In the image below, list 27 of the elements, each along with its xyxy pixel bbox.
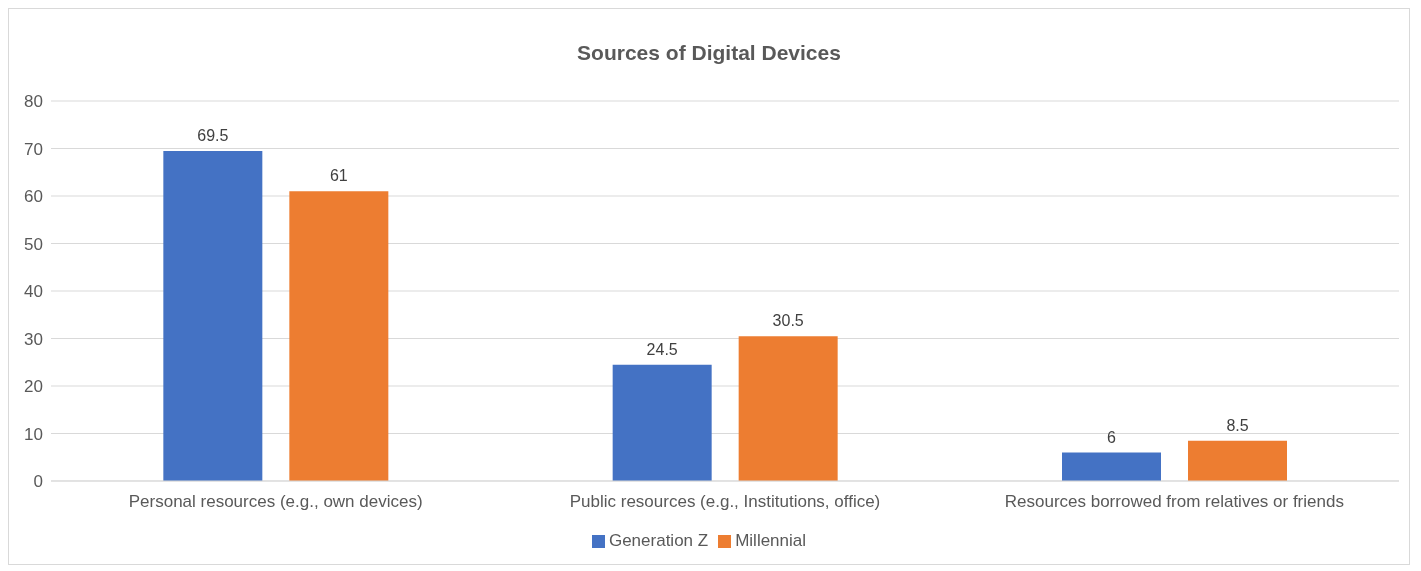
data-label: 61 bbox=[329, 167, 348, 185]
y-tick-label: 70 bbox=[24, 139, 43, 159]
y-tick-label: 10 bbox=[24, 424, 43, 444]
y-tick-label: 50 bbox=[24, 234, 43, 254]
bar bbox=[738, 336, 838, 481]
bar bbox=[289, 191, 389, 481]
chart-title: Sources of Digital Devices bbox=[576, 40, 842, 64]
data-label: 6 bbox=[1107, 428, 1117, 446]
data-label: 69.5 bbox=[197, 126, 229, 144]
data-label: 24.5 bbox=[646, 340, 678, 358]
x-tick-label: Personal resources (e.g., own devices) bbox=[128, 492, 423, 512]
y-tick-label: 40 bbox=[24, 282, 43, 302]
legend-label: Millennial bbox=[735, 531, 807, 550]
y-tick-label: 60 bbox=[24, 187, 43, 207]
bar bbox=[612, 364, 712, 481]
data-label: 30.5 bbox=[772, 312, 804, 330]
bar bbox=[1188, 440, 1287, 481]
y-tick-label: 80 bbox=[24, 92, 43, 112]
y-tick-label: 30 bbox=[24, 329, 43, 349]
bar bbox=[163, 150, 263, 481]
bar bbox=[1062, 452, 1161, 481]
legend-label: Generation Z bbox=[608, 531, 709, 550]
y-tick-label: 20 bbox=[24, 377, 43, 397]
x-tick-label: Public resources (e.g., Institutions, office) bbox=[569, 492, 881, 512]
x-tick-label: Resources borrowed from relatives or friends bbox=[1004, 492, 1344, 512]
data-label: 8.5 bbox=[1226, 416, 1249, 434]
y-tick-label: 0 bbox=[33, 472, 43, 492]
